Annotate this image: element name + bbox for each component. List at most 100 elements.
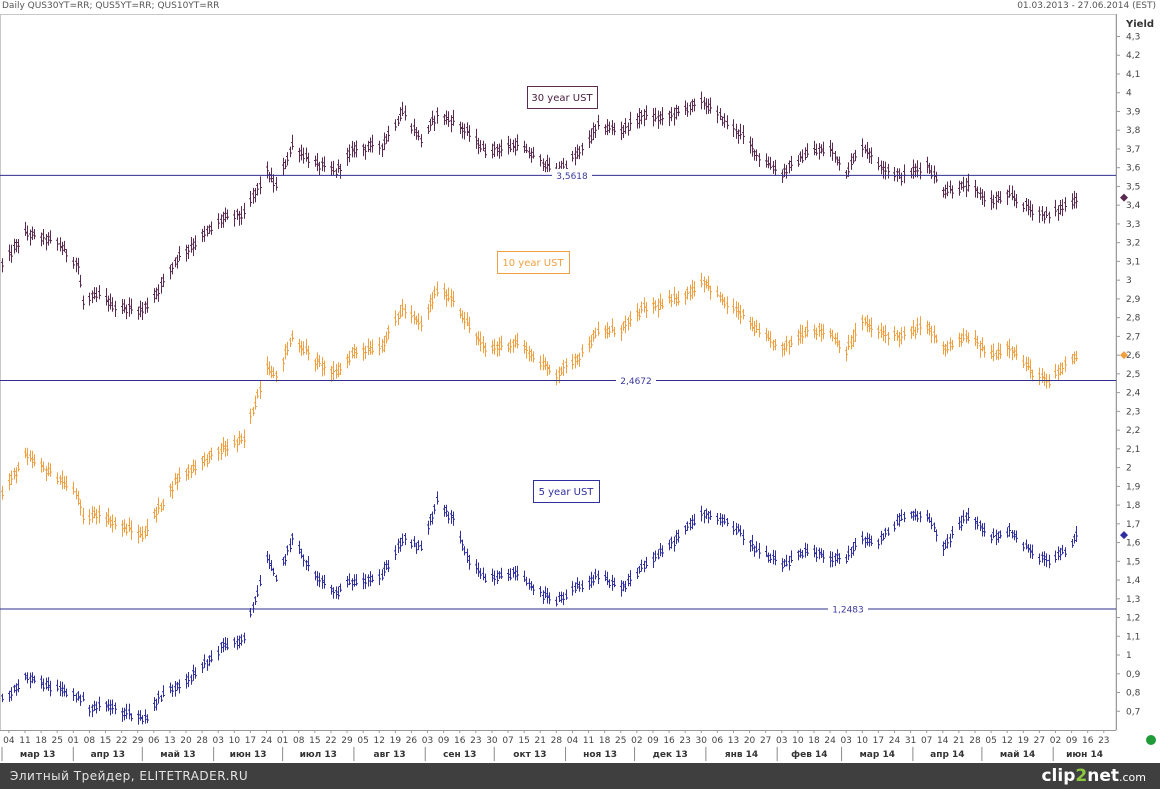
- price-bar: [542, 158, 545, 171]
- price-bar: [838, 340, 841, 354]
- price-bar: [249, 607, 252, 618]
- logo-part-tld: .com: [1119, 771, 1146, 784]
- price-bar: [707, 510, 710, 524]
- price-bar: [1006, 341, 1009, 357]
- x-tick-label: 01: [68, 736, 79, 746]
- price-bar: [691, 515, 694, 530]
- price-bar: [944, 184, 947, 199]
- price-bar: [868, 319, 871, 333]
- price-bar: [769, 331, 772, 348]
- price-bar: [72, 257, 75, 269]
- price-bar: [887, 331, 890, 346]
- price-bar: [222, 437, 225, 453]
- price-bar: [461, 122, 464, 139]
- price-bar: [252, 406, 255, 416]
- yield-chart[interactable]: Yield 0,7 0,8 0,9 1 1,1 1,2 1,3 1,4 1,5 1,6 1,7 1,8 1…: [0, 0, 1160, 763]
- price-bar: [861, 138, 864, 158]
- price-bar: [399, 537, 402, 552]
- y-tick-label: 1,2: [1126, 614, 1140, 624]
- price-bar: [26, 225, 29, 241]
- price-bar: [238, 635, 241, 649]
- price-bar: [82, 295, 85, 310]
- price-bar: [1061, 362, 1064, 375]
- price-bar: [1043, 551, 1046, 566]
- price-bar: [40, 675, 43, 689]
- price-bar: [525, 576, 528, 586]
- price-bar: [169, 264, 172, 280]
- price-bar: [645, 301, 648, 319]
- price-bar: [1057, 364, 1060, 381]
- price-bar: [539, 586, 542, 598]
- series-2-bars: [1, 491, 1078, 725]
- price-bar: [574, 146, 577, 166]
- price-bar: [371, 134, 374, 153]
- price-bar: [693, 513, 696, 526]
- price-bar: [107, 699, 110, 712]
- price-bar: [63, 240, 66, 252]
- price-bar: [597, 570, 600, 584]
- price-bar: [829, 551, 832, 568]
- price-bar: [1006, 527, 1009, 538]
- price-bar: [790, 335, 793, 347]
- x-tick-label: 02: [631, 736, 642, 746]
- price-bar: [233, 210, 236, 227]
- price-bar: [1057, 546, 1060, 561]
- y-tick-label: 2,5: [1126, 370, 1140, 380]
- price-bar: [174, 472, 177, 486]
- price-bar: [107, 507, 110, 525]
- price-bar: [266, 161, 269, 179]
- x-tick-label: 11: [19, 736, 30, 746]
- price-bar: [15, 239, 18, 253]
- price-bar: [590, 571, 593, 588]
- price-bar: [765, 545, 768, 557]
- price-bar: [507, 135, 510, 155]
- price-bar: [668, 290, 671, 304]
- y-tick-label: 1: [1126, 651, 1132, 661]
- reference-label: 2,4672: [620, 377, 652, 387]
- price-bar: [243, 202, 246, 219]
- price-bar: [339, 163, 342, 179]
- price-bar: [224, 440, 227, 457]
- price-bar: [194, 667, 197, 679]
- price-bar: [565, 358, 568, 374]
- price-bar: [493, 141, 496, 158]
- price-bar: [974, 330, 977, 347]
- price-bar: [597, 321, 600, 336]
- price-bar: [818, 143, 821, 160]
- series-name-label: 5 year UST: [539, 487, 595, 498]
- x-tick-label: 21: [535, 736, 546, 746]
- price-bar: [314, 358, 317, 372]
- price-bar: [401, 298, 404, 317]
- price-bar: [254, 188, 257, 203]
- x-month-label: ноя 13: [583, 750, 617, 760]
- price-bar: [870, 147, 873, 165]
- price-bar: [944, 539, 947, 550]
- price-bar: [1008, 185, 1011, 198]
- price-bar: [675, 293, 678, 307]
- price-bar: [316, 352, 319, 370]
- price-bar: [992, 343, 995, 362]
- price-bar: [976, 516, 979, 530]
- price-bar: [240, 634, 243, 646]
- price-bar: [967, 332, 970, 344]
- price-bar: [670, 536, 673, 549]
- x-month-label: фев 14: [791, 750, 827, 760]
- price-bar: [75, 693, 78, 703]
- price-bar: [268, 554, 271, 569]
- price-bar: [887, 527, 890, 536]
- price-bar: [65, 688, 68, 698]
- x-tick-label: 24: [889, 736, 901, 746]
- x-tick-label: 08: [84, 736, 96, 746]
- price-bar: [475, 128, 478, 149]
- price-bar: [222, 211, 225, 228]
- price-bar: [321, 357, 324, 377]
- price-bar: [845, 170, 848, 179]
- price-bar: [979, 187, 982, 200]
- clip2net-logo[interactable]: clip2net.com: [1041, 766, 1146, 786]
- price-bar: [259, 176, 262, 195]
- price-bar: [887, 163, 890, 179]
- price-bar: [611, 120, 614, 135]
- price-bar: [185, 468, 188, 481]
- price-bar: [574, 353, 577, 369]
- price-bar: [109, 293, 112, 310]
